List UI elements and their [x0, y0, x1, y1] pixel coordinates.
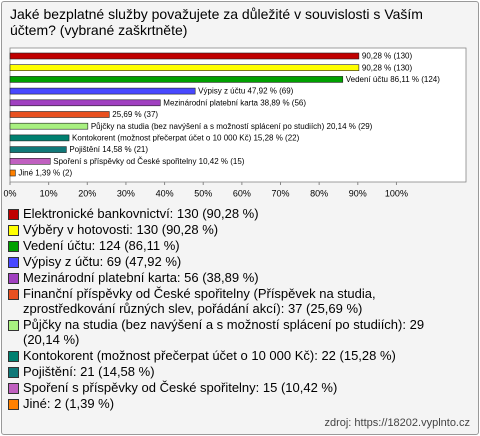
legend-label: Finanční příspěvky od České spořitelny (… — [23, 286, 376, 316]
bar — [9, 64, 360, 71]
legend-label: Kontokorent (možnost přečerpat účet o 10… — [23, 348, 396, 363]
legend-item: Pojištění: 21 (14,58 %) — [8, 364, 448, 379]
legend-item: Spoření s příspěvky od České spořitelny:… — [8, 380, 448, 395]
legend-label: Mezinárodní platební karta: 56 (38,89 %) — [23, 270, 259, 285]
legend-item: Půjčky na studia (bez navýšení a s možno… — [8, 317, 448, 347]
x-tick-label: 100% — [385, 188, 408, 198]
x-tick-label: 80% — [310, 188, 328, 198]
legend-swatch — [8, 289, 19, 300]
legend-swatch — [8, 367, 19, 378]
value-label: Vedení účtu 86,11 % (124) — [346, 75, 440, 84]
x-tick-label: 40% — [156, 188, 174, 198]
value-label: Půjčky na studia (bez navýšení a s možno… — [91, 122, 373, 131]
legend-label: Pojištění: 21 (14,58 %) — [23, 364, 155, 379]
legend-label: Spoření s příspěvky od České spořitelny:… — [23, 380, 338, 395]
bar — [9, 158, 51, 165]
bar — [9, 52, 360, 60]
legend-item: Finanční příspěvky od České spořitelny (… — [8, 286, 448, 316]
x-tick-label: 30% — [117, 188, 135, 198]
legend-label: Výpisy z účtu: 69 (47,92 %) — [23, 254, 182, 269]
legend-swatch — [8, 351, 19, 362]
bar — [9, 134, 70, 142]
bar — [9, 76, 344, 83]
value-label: Jiné 1,39 % (2) — [18, 169, 72, 178]
legend-swatch — [8, 225, 19, 236]
source: zdroj: https://18202.vyplnto.cz — [324, 417, 470, 429]
bar — [9, 111, 110, 118]
legend-swatch — [8, 257, 19, 268]
chart-title: Jaké bezplatné služby považujete za důle… — [10, 6, 423, 38]
value-label: 25,69 % (37) — [112, 110, 158, 119]
bar — [9, 99, 161, 107]
x-tick-label: 20% — [78, 188, 96, 198]
legend-swatch — [8, 383, 19, 394]
legend-label: Výběry v hotovosti: 130 (90,28 %) — [23, 222, 219, 237]
value-label: Spoření s příspěvky od České spořitelny … — [53, 157, 245, 166]
legend-item: Elektronické bankovnictví: 130 (90,28 %) — [8, 206, 448, 221]
legend-item: Kontokorent (možnost přečerpat účet o 10… — [8, 348, 448, 363]
x-tick-label: 60% — [233, 188, 251, 198]
x-tick-label: 50% — [194, 188, 212, 198]
x-tick-label: 70% — [272, 188, 290, 198]
value-label: 90,28 % (130) — [362, 63, 413, 72]
value-label: Pojištění 14,58 % (21) — [69, 145, 148, 154]
legend: Elektronické bankovnictví: 130 (90,28 %)… — [8, 206, 448, 412]
x-tick-label: 90% — [349, 188, 367, 198]
value-label: Kontokorent (možnost přečerpat účet o 10… — [72, 134, 300, 143]
x-tick-label: 10% — [40, 188, 58, 198]
bar — [9, 122, 89, 130]
legend-item: Výpisy z účtu: 69 (47,92 %) — [8, 254, 448, 269]
x-tick-label: 0% — [3, 188, 16, 198]
bar — [9, 87, 196, 95]
value-label: Mezinárodní platební karta 38,89 % (56) — [163, 98, 306, 107]
legend-item: Výběry v hotovosti: 130 (90,28 %) — [8, 222, 448, 237]
legend-label: Vedení účtu: 124 (86,11 %) — [23, 238, 180, 253]
legend-item: Jiné: 2 (1,39 %) — [8, 396, 448, 411]
legend-label: Půjčky na studia (bez navýšení a s možno… — [23, 317, 425, 347]
legend-label: Elektronické bankovnictví: 130 (90,28 %) — [23, 206, 259, 221]
legend-swatch — [8, 209, 19, 220]
legend-swatch — [8, 320, 19, 331]
legend-swatch — [8, 273, 19, 284]
legend-item: Vedení účtu: 124 (86,11 %) — [8, 238, 448, 253]
bar — [9, 169, 16, 177]
legend-label: Jiné: 2 (1,39 %) — [23, 396, 115, 411]
legend-swatch — [8, 241, 19, 252]
legend-item: Mezinárodní platební karta: 56 (38,89 %) — [8, 270, 448, 285]
legend-swatch — [8, 399, 19, 410]
chart: 0% 10% 20% 30% 40% 50% 60% 70% 80% 90% 100% 90,28 %… — [3, 47, 467, 198]
value-label: Výpisy z účtu 47,92 % (69) — [198, 87, 293, 96]
bar — [9, 146, 67, 153]
value-label: 90,28 % (130) — [362, 52, 413, 61]
